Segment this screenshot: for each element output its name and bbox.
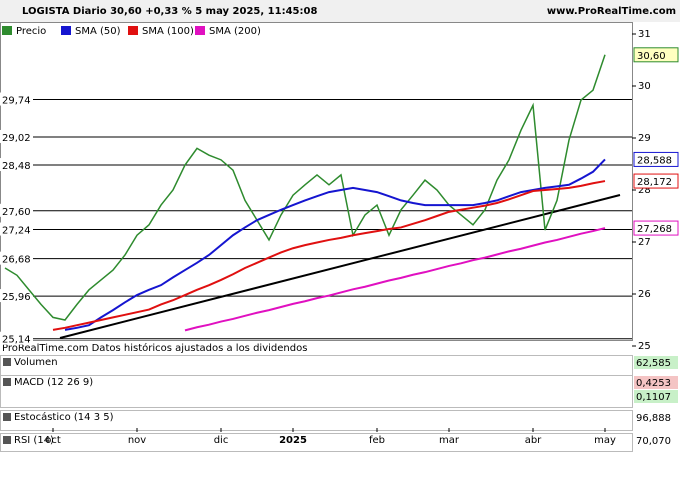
y-tick-label: 26 xyxy=(638,289,651,300)
legend-swatch xyxy=(2,26,12,35)
panel-value-bg xyxy=(634,390,678,403)
panel-frame xyxy=(0,433,633,452)
level-label-bg xyxy=(0,331,33,345)
level-label-bg xyxy=(0,203,33,217)
panel-icon xyxy=(3,378,11,386)
trend-line xyxy=(59,194,621,339)
level-label: 27,24 xyxy=(2,226,31,237)
level-label: 25,14 xyxy=(2,335,31,346)
series-line xyxy=(4,54,606,321)
x-tick-label: 2025 xyxy=(279,435,307,446)
panel-value: 0,1107 xyxy=(636,392,671,403)
level-label: 27,60 xyxy=(2,207,31,218)
panel-value: 0,4253 xyxy=(636,378,671,389)
panel-title: Estocástico (14 3 5) xyxy=(14,411,114,423)
x-tick-label: dic xyxy=(214,435,229,446)
header-title: LOGISTA Diario 30,60 +0,33 % 5 may 2025,… xyxy=(22,6,317,17)
panel-icon xyxy=(3,413,11,421)
level-label: 29,02 xyxy=(2,133,31,144)
panel-value-bg xyxy=(634,434,678,447)
series-line xyxy=(184,227,606,332)
x-tick-label: abr xyxy=(525,435,542,446)
x-tick-label: feb xyxy=(369,435,385,446)
last-value-bg xyxy=(633,220,679,236)
y-tick-label: 28 xyxy=(638,185,651,196)
y-tick-label: 30 xyxy=(638,81,651,92)
level-label-bg xyxy=(0,251,33,265)
last-value-bg xyxy=(633,47,679,63)
plot-frame xyxy=(0,22,633,341)
series-line xyxy=(64,158,606,331)
panel-value: 96,888 xyxy=(636,413,671,424)
y-tick-label: 29 xyxy=(638,133,651,144)
series-line xyxy=(52,180,606,331)
x-tick-label: mar xyxy=(439,435,460,446)
panels: Volumen 62,585 MACD (12 26 9) 0,4253 0,1107 E… xyxy=(0,355,678,452)
level-label-bg xyxy=(0,289,33,303)
legend-label: SMA (200) xyxy=(209,26,261,37)
panel-title: MACD (12 26 9) xyxy=(14,377,93,388)
level-label-bg xyxy=(0,158,33,172)
legend-swatch xyxy=(195,26,205,35)
panel-value-bg xyxy=(634,411,678,424)
last-value-bg xyxy=(633,151,679,167)
last-value-label: 28,172 xyxy=(637,177,672,188)
level-label: 29,74 xyxy=(2,96,31,107)
panel-value-bg xyxy=(634,356,678,369)
header-bar xyxy=(0,0,680,22)
x-tick-label: nov xyxy=(128,435,146,446)
panel-frame xyxy=(0,355,633,376)
last-value-label: 27,268 xyxy=(637,224,672,235)
panel-frame xyxy=(0,375,633,408)
panel-title: RSI (14) xyxy=(14,435,54,446)
legend-swatch xyxy=(61,26,71,35)
panel-title: Volumen xyxy=(14,357,58,368)
level-label-bg xyxy=(0,222,33,236)
header-site: www.ProRealTime.com xyxy=(547,6,676,17)
panel-value: 62,585 xyxy=(636,358,671,369)
legend-label: SMA (100) xyxy=(142,26,194,37)
legend-swatch xyxy=(128,26,138,35)
level-label: 26,68 xyxy=(2,255,31,266)
x-tick-label: oct xyxy=(45,435,61,446)
last-value-label: 28,588 xyxy=(637,155,672,166)
panel-value: 70,070 xyxy=(636,436,671,447)
y-tick-label: 27 xyxy=(638,237,651,248)
level-label: 25,96 xyxy=(2,292,31,303)
legend-label: SMA (50) xyxy=(75,26,121,37)
footer: ProRealTime.com Datos históricos ajustad… xyxy=(2,342,307,354)
panel-icon xyxy=(3,436,11,444)
level-label: 28,48 xyxy=(2,161,31,172)
last-value-label: 30,60 xyxy=(637,51,666,62)
last-value-bg xyxy=(633,173,679,189)
y-tick-label: 31 xyxy=(638,29,651,40)
panel-value-bg xyxy=(634,376,678,389)
panel-icon xyxy=(3,358,11,366)
panel-frame xyxy=(0,410,633,431)
x-tick-label: may xyxy=(594,435,616,446)
level-label-bg xyxy=(0,129,33,143)
y-tick-label: 25 xyxy=(638,341,651,352)
level-label-bg xyxy=(0,92,33,106)
legend-label: Precio xyxy=(16,26,46,37)
